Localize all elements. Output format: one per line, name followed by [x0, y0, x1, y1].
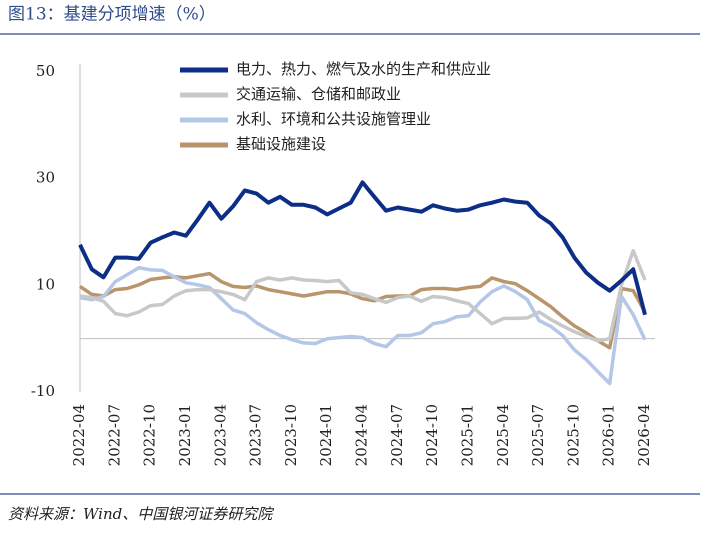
- x-tick-label: 2025-04: [494, 404, 512, 466]
- x-tick-label: 2023-07: [247, 404, 265, 466]
- x-tick-label: 2022-04: [70, 404, 88, 466]
- series-line: [79, 248, 647, 343]
- source-note: 资料来源：Wind、中国银河证券研究院: [8, 505, 274, 523]
- legend-label: 水利、环境和公共设施管理业: [236, 110, 431, 128]
- chart-title: 图13：基建分项增速（%）: [8, 5, 216, 25]
- series-line: [78, 180, 647, 316]
- x-tick-label: 2024-01: [317, 404, 335, 466]
- y-tick-label: 50: [36, 62, 55, 80]
- series-line: [79, 265, 647, 386]
- y-tick-label: -10: [31, 382, 55, 400]
- x-tick-label: 2023-01: [176, 404, 194, 466]
- legend-label: 基础设施建设: [236, 135, 326, 153]
- x-tick-label: 2026-01: [600, 404, 618, 466]
- x-tick-label: 2024-10: [423, 404, 441, 466]
- x-tick-label: 2025-10: [564, 404, 582, 466]
- x-tick-label: 2022-07: [105, 404, 123, 466]
- y-tick-label: 10: [36, 275, 55, 293]
- x-tick-label: 2023-04: [211, 404, 229, 466]
- x-tick-label: 2025-01: [458, 404, 476, 466]
- x-tick-label: 2025-07: [529, 404, 547, 466]
- x-tick-label: 2024-04: [353, 404, 371, 466]
- x-tick-label: 2026-04: [635, 404, 653, 466]
- x-tick-label: 2023-10: [282, 404, 300, 466]
- x-tick-label: 2022-10: [141, 404, 159, 466]
- y-tick-label: 30: [36, 169, 55, 187]
- x-tick-label: 2024-07: [388, 404, 406, 466]
- legend-label: 交通运输、仓储和邮政业: [236, 85, 401, 103]
- legend-label: 电力、热力、燃气及水的生产和供应业: [236, 60, 491, 78]
